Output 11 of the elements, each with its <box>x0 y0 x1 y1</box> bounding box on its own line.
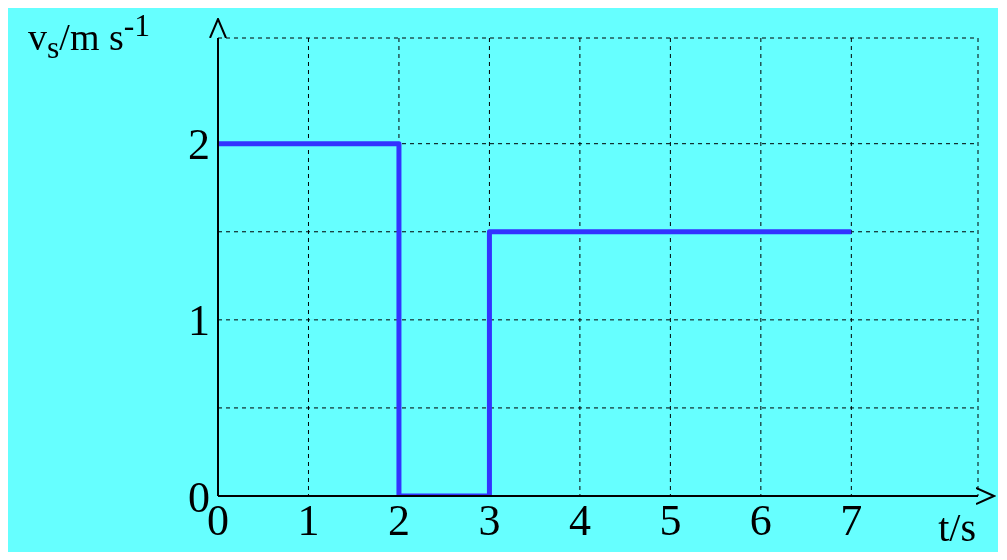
x-axis-title: t/s <box>938 504 976 551</box>
x-tick-label: 7 <box>840 496 863 546</box>
y-tick-label: 1 <box>188 296 210 346</box>
x-tick-label: 5 <box>659 496 682 546</box>
x-tick-label: 2 <box>387 496 410 546</box>
y-tick-label: 2 <box>188 120 210 170</box>
x-tick-label: 4 <box>568 496 591 546</box>
y-axis-title: v$_{s}$/m s$^{-1}$ <box>28 8 151 67</box>
x-tick-label: 6 <box>749 496 772 546</box>
x-tick-label: 3 <box>478 496 501 546</box>
x-tick-label: 1 <box>297 496 320 546</box>
